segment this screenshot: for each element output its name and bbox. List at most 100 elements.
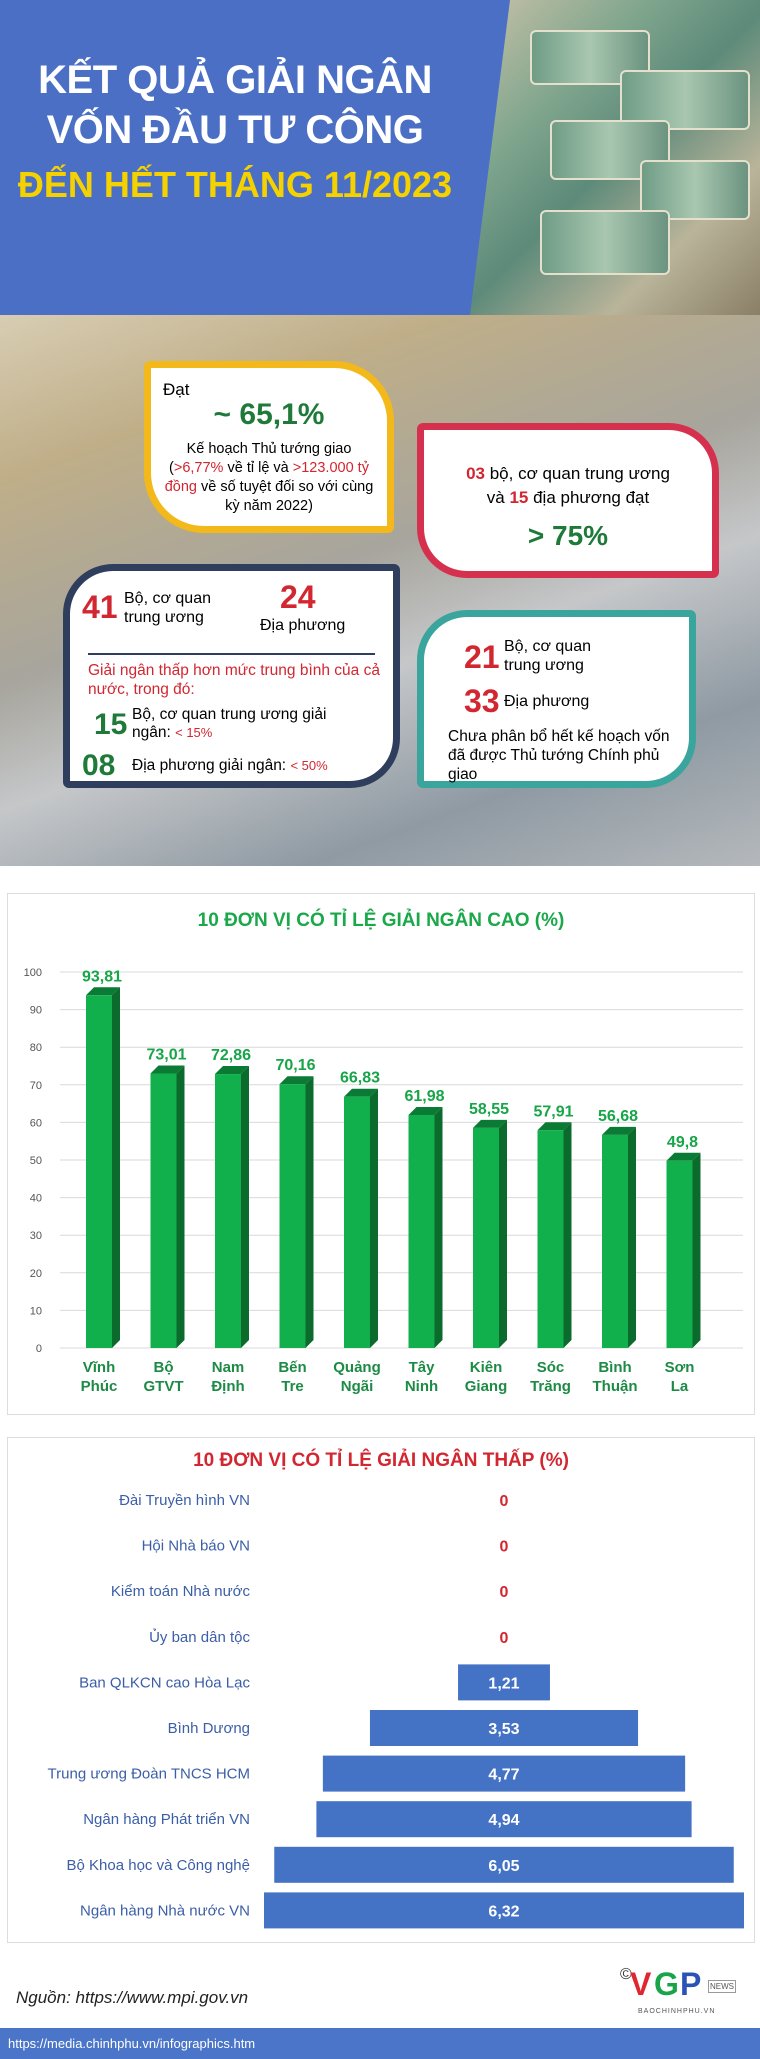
y-tick-label: 50: [30, 1155, 42, 1167]
category-label: Bình Thuận: [593, 1359, 638, 1395]
category-label: Vĩnh Phúc: [81, 1359, 118, 1395]
data-label: 70,16: [275, 1057, 315, 1074]
bar-top: [473, 1119, 507, 1128]
category-label: Bộ GTVT: [144, 1359, 184, 1395]
bar: [264, 1892, 744, 1929]
note: Chưa phân bổ hết kế hoạch vốn đã được Th…: [448, 728, 670, 783]
footer-bar: https://media.chinhphu.vn/infographics.h…: [0, 2028, 760, 2059]
high-disbursement-chart: 10 ĐƠN VỊ CÓ TỈ LỆ GIẢI NGÂN CAO (%) 0 10…: [7, 893, 755, 1415]
data-label: 4,77: [488, 1767, 519, 1784]
bar-top: [150, 1065, 185, 1074]
card-description: Kế hoạch Thủ tướng giao (>6,77% về tỉ lệ …: [164, 441, 374, 514]
category-label: Bộ Khoa học và Công nghệ: [67, 1857, 250, 1874]
data-label: 0: [500, 1630, 509, 1647]
card-below-average: 41 Bộ, cơ quan trung ương 24 Địa phương …: [63, 564, 400, 788]
bar: [666, 1160, 693, 1348]
title-line-3: ĐẾN HẾT THÁNG 11/2023: [17, 164, 453, 205]
data-label: 0: [500, 1584, 509, 1601]
category-label: Ngân hàng Nhà nước VN: [80, 1902, 250, 1919]
bar: [369, 1710, 639, 1746]
low-disbursement-chart: 10 ĐƠN VỊ CÓ TỈ LỆ GIẢI NGÂN THẤP (%) Đà…: [7, 1437, 755, 1943]
data-label: 3,53: [488, 1721, 519, 1738]
count-localities: 33: [464, 683, 500, 719]
count-ministries: 21: [464, 639, 500, 675]
data-label: 0: [500, 1493, 509, 1510]
threshold-value: > 75%: [527, 520, 609, 551]
bar: [279, 1084, 306, 1348]
bar: [86, 995, 112, 1348]
bar-side: [563, 1122, 572, 1348]
y-tick-label: 60: [30, 1117, 42, 1129]
y-tick-label: 20: [30, 1268, 42, 1280]
bar-top: [537, 1122, 572, 1131]
data-label: 0: [500, 1539, 509, 1556]
bar: [408, 1114, 435, 1348]
bar: [602, 1134, 628, 1348]
label: Bộ, cơ quan trung ương giải ngân: < 15%: [132, 706, 327, 741]
category-label: Tây Ninh: [405, 1359, 438, 1395]
card-description: 03 bộ, cơ quan trung ương và 15 địa phươn…: [466, 464, 670, 507]
title-line-1: KẾT QUẢ GIẢI NGÂN: [38, 58, 432, 102]
data-label: 72,86: [211, 1047, 251, 1064]
data-label: 1,21: [488, 1675, 519, 1692]
y-tick-label: 100: [24, 967, 42, 979]
label: Bộ, cơ quan trung ương: [124, 590, 211, 626]
data-label: 49,8: [667, 1134, 698, 1151]
count: 15: [94, 708, 128, 741]
bar-top: [602, 1126, 636, 1135]
data-label: 4,94: [488, 1812, 519, 1829]
category-label: Quảng Ngãi: [333, 1359, 381, 1395]
card-label: Đạt: [163, 380, 190, 399]
card-above-75: 03 bộ, cơ quan trung ương và 15 địa phươn…: [417, 423, 719, 578]
bar-top: [215, 1066, 249, 1075]
label: Địa phương: [504, 693, 590, 710]
category-label: Nam Định: [211, 1359, 244, 1395]
count-ministries: 41: [82, 589, 118, 625]
category-label: Trung ương Đoàn TNCS HCM: [48, 1766, 250, 1783]
footer-url[interactable]: https://media.chinhphu.vn/infographics.h…: [8, 2036, 256, 2051]
money-photo: [470, 0, 760, 315]
category-label: Đài Truyền hình VN: [119, 1492, 250, 1509]
label: Địa phương giải ngân: < 50%: [132, 757, 328, 774]
bar: [322, 1755, 686, 1792]
bar: [215, 1074, 241, 1348]
title-line-2: VỐN ĐẦU TƯ CÔNG: [46, 108, 424, 152]
y-tick-label: 10: [30, 1305, 42, 1317]
bar-side: [241, 1066, 249, 1348]
vgp-logo: © V G P NEWS BAOCHINHPHU.VN: [620, 1966, 736, 2015]
label: Bộ, cơ quan trung ương: [504, 638, 591, 674]
bar-side: [112, 987, 120, 1348]
note: Giải ngân thấp hơn mức trung bình của cả…: [88, 662, 380, 698]
card-overall-rate: Đạt ~ 65,1% Kế hoạch Thủ tướng giao (>6,7…: [144, 361, 394, 533]
bar-side: [692, 1152, 701, 1348]
label: Địa phương: [260, 617, 346, 634]
bar-top: [666, 1152, 701, 1161]
data-label: 93,81: [82, 968, 122, 985]
bar: [150, 1073, 177, 1348]
divider: [88, 653, 375, 655]
bar-top: [279, 1076, 314, 1085]
y-tick-label: 70: [30, 1080, 42, 1092]
y-tick-label: 90: [30, 1005, 42, 1017]
category-label: Kiểm toán Nhà nước: [111, 1583, 251, 1600]
source-text: Nguồn: https://www.mpi.gov.vn: [16, 1988, 249, 2007]
y-tick-label: 0: [36, 1343, 42, 1355]
category-label: Ngân hàng Phát triển VN: [83, 1811, 250, 1828]
category-label: Kiên Giang: [465, 1359, 508, 1395]
data-label: 66,83: [340, 1070, 380, 1087]
bar: [316, 1801, 692, 1838]
bar-top: [86, 987, 120, 996]
count-localities: 24: [280, 579, 316, 615]
category-label: Sóc Trăng: [530, 1359, 571, 1395]
bar: [458, 1664, 550, 1701]
bar-side: [176, 1065, 185, 1348]
category-label: Hội Nhà báo VN: [142, 1538, 250, 1555]
bar-side: [370, 1088, 378, 1348]
y-tick-label: 30: [30, 1230, 42, 1242]
bar-side: [305, 1076, 314, 1348]
data-label: 73,01: [146, 1046, 186, 1063]
bar: [473, 1127, 499, 1348]
category-label: Bến Tre: [278, 1359, 306, 1395]
category-label: Sơn La: [665, 1359, 695, 1395]
data-label: 56,68: [598, 1108, 638, 1125]
